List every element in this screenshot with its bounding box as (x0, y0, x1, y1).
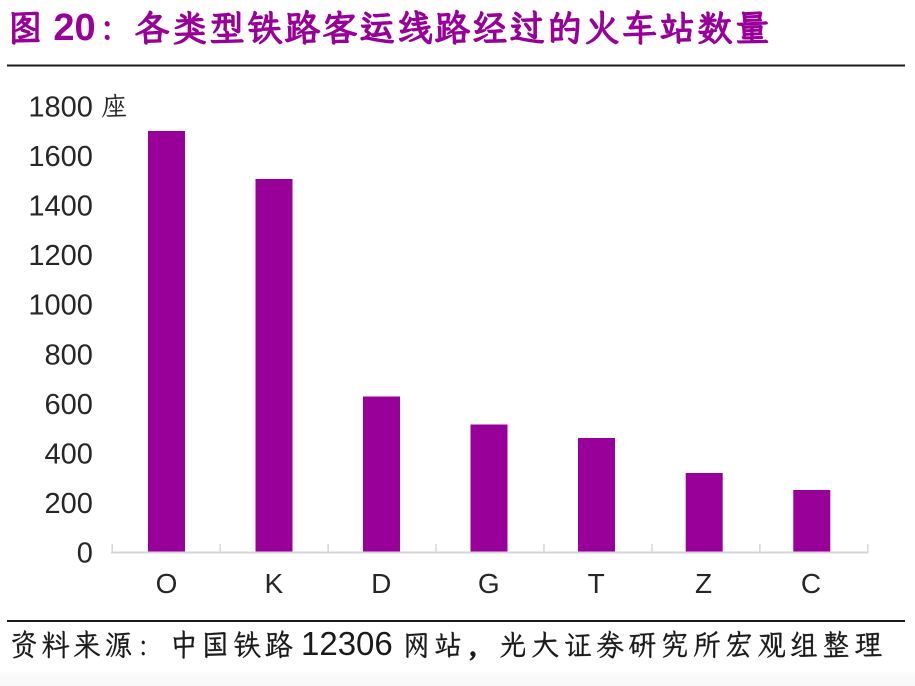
svg-text:0: 0 (77, 538, 93, 570)
svg-text:Z: Z (695, 568, 712, 599)
svg-text:1400: 1400 (28, 191, 93, 223)
svg-text:D: D (371, 568, 391, 599)
svg-text:G: G (478, 568, 500, 599)
svg-text:1600: 1600 (28, 141, 93, 173)
svg-text:800: 800 (45, 339, 93, 371)
svg-text:12306: 12306 (301, 625, 393, 662)
svg-text:C: C (801, 568, 821, 599)
svg-text:600: 600 (45, 389, 93, 421)
svg-text:1800: 1800 (28, 91, 93, 123)
svg-text:1200: 1200 (28, 240, 93, 272)
svg-text:K: K (265, 568, 284, 599)
svg-text:1000: 1000 (28, 290, 93, 322)
svg-text:20: 20 (53, 7, 95, 49)
svg-text:400: 400 (45, 439, 93, 471)
svg-text:O: O (156, 568, 178, 599)
svg-text:200: 200 (45, 488, 93, 520)
svg-text:T: T (588, 568, 605, 599)
